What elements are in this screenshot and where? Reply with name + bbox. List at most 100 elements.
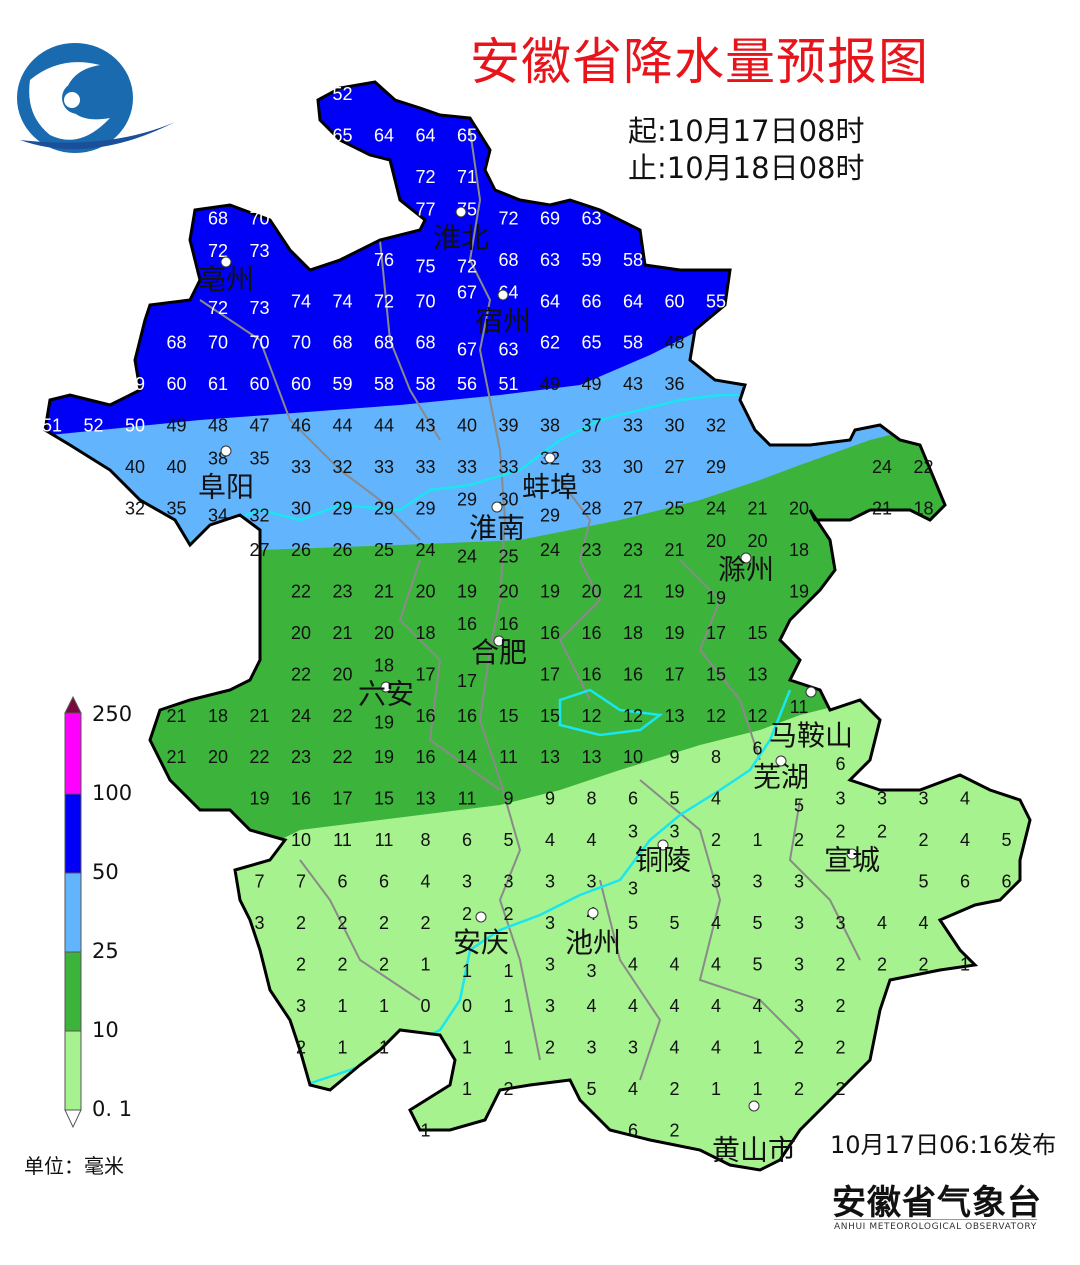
grid-value: 3 — [918, 789, 928, 809]
city-dot-icon — [748, 1100, 760, 1112]
grid-value: 17 — [540, 664, 560, 684]
grid-value: 65 — [332, 125, 352, 145]
grid-value: 5 — [1001, 830, 1011, 850]
grid-value: 6 — [960, 872, 970, 892]
grid-value: 33 — [498, 457, 518, 477]
grid-value: 14 — [457, 747, 477, 767]
grid-value: 2 — [669, 1079, 679, 1099]
grid-value: 21 — [166, 747, 186, 767]
grid-value: 56 — [457, 374, 477, 394]
organization-name: 安徽省气象台 — [832, 1183, 1042, 1223]
grid-value: 22 — [913, 457, 933, 477]
grid-value: 9 — [669, 747, 679, 767]
grid-value: 40 — [457, 416, 477, 436]
grid-value: 72 — [374, 291, 394, 311]
grid-value: 5 — [669, 913, 679, 933]
city-label: 黄山市 — [712, 1133, 796, 1166]
grid-value: 49 — [581, 374, 601, 394]
grid-value: 44 — [332, 416, 352, 436]
city-label: 马鞍山 — [769, 719, 853, 752]
grid-value: 11 — [333, 830, 352, 850]
grid-value: 3 — [835, 913, 845, 933]
grid-value: 63 — [581, 208, 601, 228]
grid-value: 20 — [747, 531, 767, 551]
grid-value: 77 — [415, 200, 435, 220]
grid-value: 6 — [628, 789, 638, 809]
grid-value: 4 — [711, 954, 721, 974]
grid-value: 9 — [503, 789, 513, 809]
grid-value: 1 — [337, 996, 347, 1016]
cma-logo-icon — [17, 43, 175, 153]
grid-value: 19 — [789, 581, 809, 601]
grid-value: 2 — [379, 913, 389, 933]
grid-value: 29 — [415, 499, 435, 519]
grid-value: 2 — [835, 954, 845, 974]
grid-value: 12 — [581, 706, 601, 726]
grid-value: 24 — [457, 547, 477, 567]
grid-value: 5 — [669, 789, 679, 809]
grid-value: 32 — [706, 416, 726, 436]
grid-value: 3 — [545, 913, 555, 933]
grid-value: 3 — [545, 954, 555, 974]
county-boundaries — [199, 129, 861, 1081]
legend-swatch-25-50 — [64, 872, 82, 953]
grid-value: 6 — [462, 830, 472, 850]
grid-value: 19 — [457, 581, 477, 601]
grid-value: 4 — [711, 1037, 721, 1057]
grid-value: 69 — [540, 208, 560, 228]
grid-value: 24 — [415, 540, 435, 560]
grid-value: 43 — [415, 416, 435, 436]
grid-value: 15 — [706, 664, 726, 684]
grid-value: 1 — [462, 961, 472, 981]
grid-value: 12 — [747, 706, 767, 726]
grid-value: 3 — [628, 821, 638, 841]
grid-value: 50 — [125, 416, 145, 436]
grid-value: 4 — [877, 913, 887, 933]
city-label: 六安 — [358, 678, 414, 711]
grid-value: 5 — [794, 795, 804, 815]
grid-value: 5 — [752, 954, 762, 974]
grid-value: 15 — [747, 623, 767, 643]
grid-value: 13 — [581, 747, 601, 767]
grid-value: 24 — [706, 499, 726, 519]
grid-value: 2 — [545, 1037, 555, 1057]
legend-swatch-below0.1 — [64, 1109, 82, 1129]
grid-value: 58 — [374, 374, 394, 394]
legend-swatch-50-100 — [64, 793, 82, 874]
grid-value: 16 — [457, 706, 477, 726]
grid-value: 1 — [379, 1037, 389, 1057]
grid-value: 20 — [415, 581, 435, 601]
grid-value: 3 — [835, 789, 845, 809]
grid-value: 60 — [166, 374, 186, 394]
grid-value: 72 — [208, 241, 228, 261]
grid-value: 3 — [794, 913, 804, 933]
grid-value: 4 — [752, 996, 762, 1016]
grid-value: 4 — [711, 789, 721, 809]
grid-value: 5 — [628, 913, 638, 933]
city-label: 淮北 — [433, 222, 489, 255]
grid-value: 3 — [794, 996, 804, 1016]
grid-value: 26 — [332, 540, 352, 560]
city-dot-icon — [497, 289, 509, 301]
grid-value: 32 — [125, 499, 145, 519]
grid-value: 2 — [918, 830, 928, 850]
grid-value: 43 — [623, 374, 643, 394]
grid-value: 2 — [296, 913, 306, 933]
city-dot-icon — [220, 256, 232, 268]
grid-value: 3 — [669, 821, 679, 841]
grid-value: 1 — [752, 1037, 762, 1057]
grid-value: 18 — [415, 623, 435, 643]
grid-value: 5 — [752, 913, 762, 933]
grid-value: 29 — [540, 505, 560, 525]
grid-value: 21 — [872, 499, 892, 519]
city-label: 池州 — [565, 926, 621, 959]
grid-value: 17 — [457, 671, 477, 691]
grid-value: 16 — [540, 623, 560, 643]
grid-value: 4 — [669, 1037, 679, 1057]
grid-value: 15 — [374, 789, 394, 809]
grid-value: 2 — [462, 904, 472, 924]
grid-value: 25 — [498, 547, 518, 567]
city-dot-icon — [544, 452, 556, 464]
grid-value: 23 — [581, 540, 601, 560]
grid-value: 74 — [332, 291, 352, 311]
